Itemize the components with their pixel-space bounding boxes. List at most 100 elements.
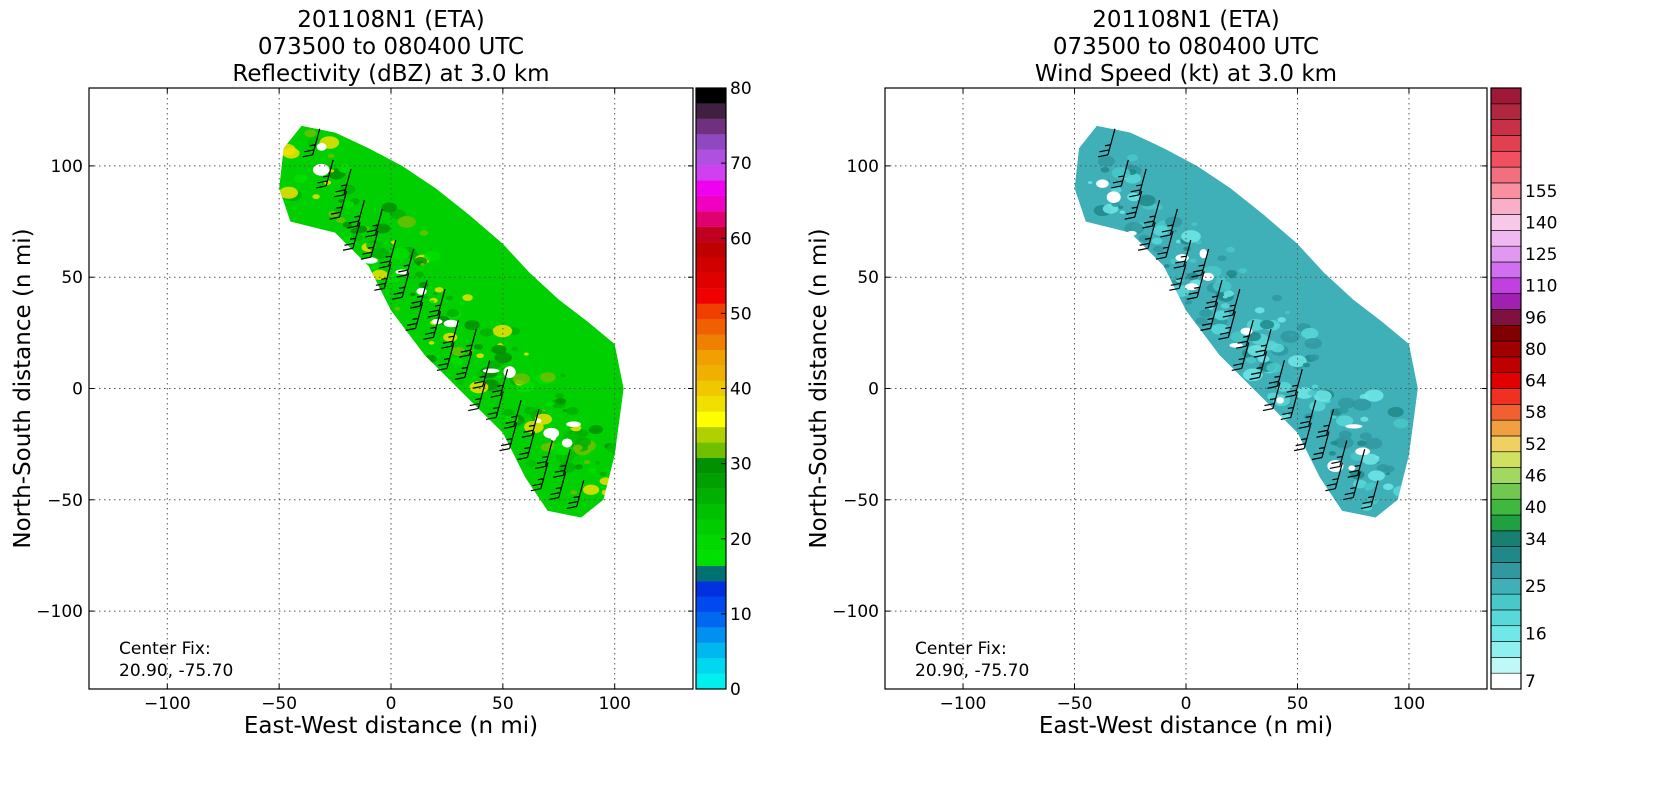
storm-texture-blob — [1175, 239, 1182, 244]
x-tick-label: −100 — [940, 694, 987, 714]
x-axis-label: East-West distance (n mi) — [1039, 713, 1333, 739]
colorbar-segment — [1490, 498, 1522, 516]
x-tick-label: −50 — [1057, 694, 1093, 714]
storm-texture-blob — [546, 401, 555, 407]
storm-texture-blob — [462, 294, 473, 301]
storm-texture-blob — [389, 209, 406, 220]
storm-texture-blob — [479, 328, 494, 337]
wind-barb — [517, 431, 536, 461]
storm-texture-blob — [1352, 398, 1372, 411]
colorbar-segment — [695, 211, 727, 227]
storm-texture-blob — [494, 352, 512, 364]
colorbar-segment — [695, 411, 727, 428]
storm-texture-blob — [1119, 210, 1126, 214]
storm-texture-blob — [422, 295, 429, 299]
colorbar-segment — [1490, 87, 1522, 105]
wind-barb — [1249, 351, 1268, 380]
colorbar-segment — [1490, 388, 1522, 405]
storm-texture-blob — [1403, 488, 1415, 496]
wind-barb — [535, 440, 553, 469]
colorbar-tick-label: 52 — [1525, 435, 1547, 455]
storm-texture-blob — [419, 230, 429, 236]
wind-barb — [1360, 480, 1379, 510]
storm-texture-blob — [1056, 190, 1061, 193]
wind-barb — [1298, 400, 1317, 429]
colorbar-segment — [695, 473, 727, 489]
storm-texture-blob — [390, 247, 410, 260]
x-tick-label: 0 — [386, 694, 397, 714]
storm-texture-blob — [572, 444, 583, 451]
colorbar-segment — [695, 442, 727, 458]
wind-barb — [1155, 231, 1174, 260]
colorbar-segment — [1490, 609, 1522, 627]
storm-texture-blob — [1385, 472, 1391, 476]
storm-texture-blob — [1361, 453, 1380, 465]
storm-texture-blob — [1254, 307, 1265, 314]
storm-texture-blob — [599, 477, 612, 486]
storm-texture-blob — [1259, 320, 1275, 330]
wind-barb — [302, 128, 321, 158]
colorbar-tick-label: 96 — [1525, 308, 1547, 328]
storm-texture-blob — [1191, 222, 1198, 227]
y-tick-label: 0 — [72, 380, 83, 400]
colorbar-segment — [1490, 467, 1522, 484]
storm-gap — [312, 163, 330, 176]
colorbar-tick-label: 0 — [730, 680, 741, 700]
x-tick-label: −50 — [261, 694, 297, 714]
storm-gap — [1106, 191, 1121, 204]
wind-barb — [392, 271, 410, 300]
colorbar-segment — [695, 164, 727, 181]
storm-gap — [1202, 272, 1214, 281]
wind-barb — [499, 422, 518, 452]
storm-texture-blob — [1408, 454, 1416, 459]
wind-speed-panel: −100 −50 0 50 100 −100 −50 0 50 100 201108N1 (ETA)… — [806, 7, 1557, 739]
storm-texture-blob — [1126, 154, 1139, 162]
colorbar-segment — [1490, 166, 1522, 184]
colorbar-segment — [1490, 340, 1522, 358]
storm-texture-blob — [1387, 406, 1404, 418]
storm-texture-blob — [540, 372, 556, 383]
storm-gap — [1199, 248, 1208, 259]
storm-texture-blob — [459, 301, 465, 305]
colorbar-tick-label: 155 — [1525, 182, 1557, 202]
storm-texture-blob — [269, 171, 276, 176]
colorbar-tick-label: 60 — [730, 229, 752, 249]
storm-texture-blob — [428, 341, 435, 345]
storm-texture-blob — [397, 216, 416, 228]
colorbar-segment — [1490, 404, 1522, 421]
storm-texture-blob — [1284, 310, 1291, 315]
colorbar-segment — [695, 319, 727, 335]
y-tick-label: 100 — [847, 157, 879, 177]
storm-texture-blob — [336, 217, 346, 224]
storm-texture-blob — [487, 360, 502, 370]
y-tick-label: 50 — [61, 268, 83, 288]
storm-texture-blob — [1368, 470, 1385, 482]
storm-gap — [363, 257, 378, 264]
storm-texture-blob — [503, 409, 514, 416]
storm-texture-blob — [432, 291, 438, 296]
storm-texture-blob — [1222, 295, 1228, 299]
storm-texture-blob — [1338, 430, 1352, 439]
colorbar-tick-label: 20 — [730, 530, 752, 550]
storm-texture-blob — [1257, 355, 1270, 363]
wind-barb — [333, 168, 352, 198]
storm-texture-blob — [1185, 299, 1193, 305]
wind-barb — [405, 302, 424, 331]
storm-texture-blob — [525, 460, 537, 468]
storm-gap — [566, 421, 581, 428]
storm-texture-blob — [1364, 437, 1383, 450]
storm-texture-blob — [588, 425, 603, 435]
storm-texture-blob — [1336, 415, 1354, 427]
storm-texture-blob — [588, 467, 597, 473]
wind-barb — [1222, 288, 1241, 318]
storm-texture-blob — [1138, 234, 1151, 242]
storm-texture-blob — [282, 147, 300, 159]
wind-barb — [1343, 471, 1361, 501]
storm-texture-blob — [450, 357, 464, 366]
colorbar-tick-label: 16 — [1525, 625, 1547, 645]
colorbar-frame — [1490, 87, 1522, 690]
wind-barb — [1231, 342, 1250, 372]
storm-texture-blob — [1111, 167, 1131, 179]
colorbar-segment — [695, 642, 727, 659]
storm-texture-blob — [327, 153, 335, 159]
